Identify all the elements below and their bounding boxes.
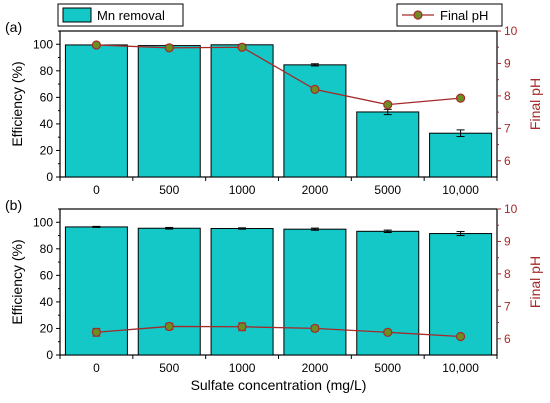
y-tick-label: 80 bbox=[40, 242, 54, 256]
x-tick-label: 10,000 bbox=[442, 183, 479, 197]
y2-axis-title: Final pH bbox=[527, 78, 543, 130]
y2-tick-label: 8 bbox=[504, 267, 511, 281]
x-axis-title: Sulfate concentration (mg/L) bbox=[191, 377, 367, 393]
y-tick-label: 20 bbox=[40, 143, 54, 157]
y-axis-title: Efficiency (%) bbox=[9, 61, 25, 146]
x-tick-label: 0 bbox=[93, 361, 100, 375]
panel-label: (a) bbox=[5, 19, 22, 35]
x-tick-label: 500 bbox=[159, 361, 179, 375]
panel-label: (b) bbox=[5, 197, 22, 213]
ph-line bbox=[96, 325, 461, 338]
y2-axis-title: Final pH bbox=[527, 256, 543, 308]
y-tick-label: 80 bbox=[40, 64, 54, 78]
ph-marker bbox=[91, 327, 102, 337]
x-tick-label: 1000 bbox=[229, 361, 256, 375]
y-tick-label: 20 bbox=[40, 321, 54, 335]
y2-tick-label: 9 bbox=[504, 234, 511, 248]
y2-tick-label: 10 bbox=[504, 24, 518, 38]
ph-marker bbox=[455, 93, 466, 103]
x-tick-label: 5000 bbox=[374, 183, 401, 197]
legend-label-ph: Final pH bbox=[440, 8, 488, 23]
y2-tick-label: 10 bbox=[504, 202, 518, 216]
y2-tick-label: 6 bbox=[504, 332, 511, 346]
ph-marker bbox=[164, 321, 174, 332]
ph-marker bbox=[383, 100, 393, 110]
ph-marker bbox=[237, 42, 247, 52]
y2-tick-label: 7 bbox=[504, 299, 511, 313]
bar bbox=[356, 111, 420, 178]
ph-marker bbox=[91, 40, 102, 50]
y-tick-label: 100 bbox=[33, 37, 53, 51]
y-axis-title: Efficiency (%) bbox=[9, 239, 25, 324]
ph-marker bbox=[455, 331, 466, 342]
bar bbox=[283, 228, 347, 356]
bar bbox=[137, 45, 201, 178]
legend-swatch-marker bbox=[413, 10, 423, 20]
y2-tick-label: 8 bbox=[504, 89, 511, 103]
x-tick-label: 0 bbox=[93, 183, 100, 197]
x-tick-label: 2000 bbox=[302, 361, 329, 375]
x-tick-label: 2000 bbox=[302, 183, 329, 197]
ph-marker bbox=[164, 43, 174, 53]
bar bbox=[210, 44, 274, 178]
y-tick-label: 60 bbox=[40, 268, 54, 282]
x-tick-label: 10,000 bbox=[442, 361, 479, 375]
x-tick-label: 1000 bbox=[229, 183, 256, 197]
ph-marker bbox=[383, 327, 393, 337]
ph-marker bbox=[237, 322, 247, 332]
y-tick-label: 60 bbox=[40, 90, 54, 104]
y-tick-label: 40 bbox=[40, 295, 54, 309]
bar bbox=[137, 227, 201, 356]
y2-tick-label: 9 bbox=[504, 56, 511, 70]
y-tick-label: 100 bbox=[33, 215, 53, 229]
bar bbox=[64, 44, 128, 178]
y-tick-label: 40 bbox=[40, 117, 54, 131]
bar bbox=[210, 228, 274, 356]
x-tick-label: 5000 bbox=[374, 361, 401, 375]
legend-box-ph bbox=[396, 3, 503, 27]
x-tick-label: 500 bbox=[159, 183, 179, 197]
y2-tick-label: 7 bbox=[504, 121, 511, 135]
y-tick-label: 0 bbox=[46, 348, 53, 362]
y2-tick-label: 6 bbox=[504, 154, 511, 168]
bar bbox=[429, 132, 493, 178]
legend-label-mn: Mn removal bbox=[97, 8, 165, 23]
legend-swatch-bar bbox=[62, 7, 92, 23]
ph-line bbox=[96, 44, 461, 106]
ph-marker bbox=[310, 323, 320, 333]
bar bbox=[283, 64, 347, 178]
y-tick-label: 0 bbox=[46, 170, 53, 184]
ph-marker bbox=[310, 84, 320, 95]
